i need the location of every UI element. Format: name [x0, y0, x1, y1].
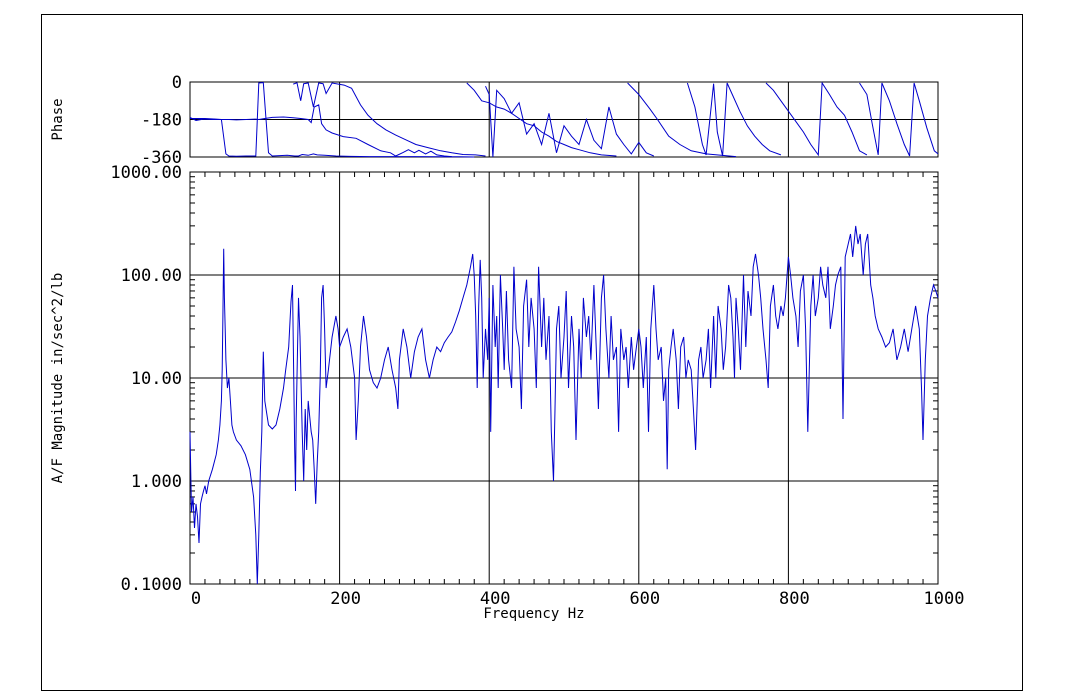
- phase-panel: 0 -180 -360 Phase: [50, 73, 939, 168]
- x-tick-label: 200: [330, 589, 361, 609]
- phase-series-line: [190, 104, 452, 158]
- x-tick-label: 800: [779, 589, 810, 609]
- x-tick-label: 1000: [924, 589, 965, 609]
- phase-series-line: [189, 82, 475, 158]
- x-tick-label: 600: [629, 589, 660, 609]
- magnitude-series-line: [189, 225, 939, 585]
- phase-y-axis-title: Phase: [50, 98, 66, 140]
- x-tick-label: 0: [191, 589, 201, 609]
- magnitude-y-tick-label: 100.00: [121, 266, 182, 286]
- magnitude-y-tick-label: 0.1000: [121, 575, 182, 595]
- x-axis-title: Frequency Hz: [483, 606, 584, 622]
- phase-y-tick-label: -180: [141, 111, 182, 131]
- magnitude-y-tick-label: 1000.00: [110, 163, 182, 183]
- magnitude-y-axis-title: A/F Magnitude in/sec^2/lb: [50, 273, 66, 484]
- phase-series-line: [765, 81, 868, 157]
- phase-y-tick-label: -360: [141, 148, 182, 168]
- phase-series-line: [627, 82, 737, 158]
- phase-y-tick-label: 0: [172, 73, 182, 93]
- phase-series-line: [686, 82, 782, 157]
- phase-series-line: [485, 85, 654, 158]
- phase-series-line: [293, 82, 486, 157]
- magnitude-y-tick-label: 1.000: [131, 472, 182, 492]
- magnitude-y-tick-label: 10.00: [131, 369, 182, 389]
- magnitude-panel: 0.1000 1.000 10.00 100.00 1000.00 0 200 400 600 8…: [50, 163, 964, 622]
- x-tick-label: 400: [480, 589, 511, 609]
- phase-series-line: [859, 82, 939, 157]
